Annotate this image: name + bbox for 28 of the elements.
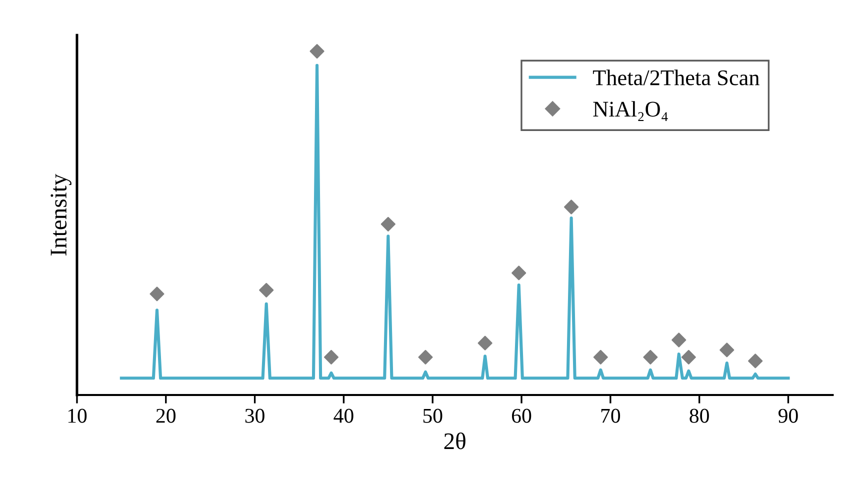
- legend-label: Theta/2Theta Scan: [592, 70, 760, 86]
- point: [512, 266, 526, 280]
- point: [672, 332, 686, 348]
- x-tick-label: 30: [245, 408, 264, 423]
- point: [643, 350, 658, 364]
- x-tick-label: 20: [156, 408, 176, 423]
- x-tick-label: 70: [601, 408, 620, 423]
- y-axis-title: Intensity: [50, 174, 72, 256]
- point: [593, 350, 608, 364]
- point: [748, 354, 763, 368]
- point: [564, 200, 579, 214]
- point: [259, 282, 274, 298]
- x-tick-label: 10: [68, 408, 87, 423]
- point: [324, 350, 339, 364]
- point: [681, 350, 696, 364]
- x-tick-label: 90: [778, 408, 798, 423]
- x-tick-label: 60: [512, 408, 532, 423]
- point: [418, 350, 433, 364]
- point: [478, 336, 492, 350]
- x-tick-label: 80: [690, 408, 709, 423]
- point: [310, 44, 324, 59]
- x-tick-label: 40: [334, 408, 354, 423]
- legend-label: NiAl₂O₄: [593, 101, 668, 122]
- point: [150, 286, 164, 302]
- x-tick-label: 50: [423, 408, 442, 423]
- x-axis-title: 2θ: [444, 432, 466, 450]
- point: [720, 342, 734, 358]
- point: [380, 216, 396, 232]
